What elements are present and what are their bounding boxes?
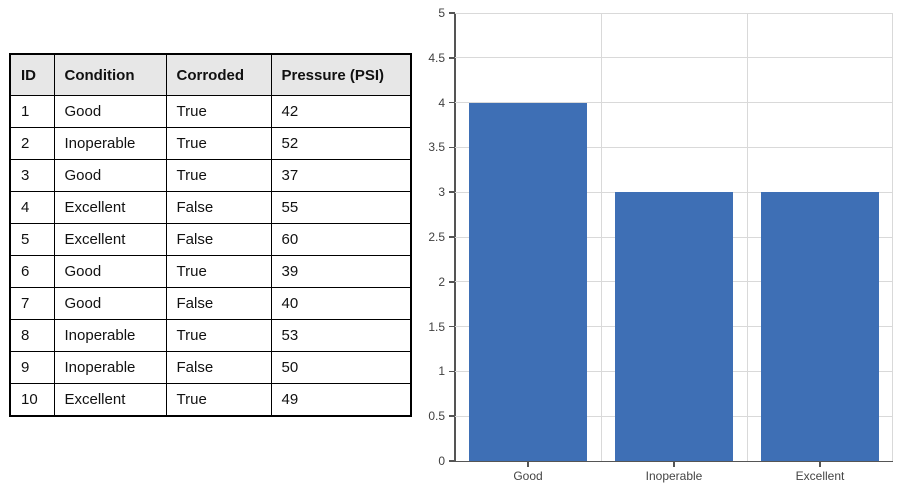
table-cell: 49	[270, 383, 412, 417]
x-gridline	[747, 13, 748, 461]
table-cell: Excellent	[53, 223, 167, 256]
y-axis-tick-label: 3.5	[428, 140, 445, 155]
y-gridline	[455, 57, 893, 59]
bar-excellent	[761, 192, 879, 461]
table-cell: 42	[270, 95, 412, 128]
table-cell: 3	[9, 159, 55, 192]
table-row: 2 Inoperable True 52	[9, 127, 412, 160]
x-gridline	[601, 13, 602, 461]
table-body: 1 Good True 42 2 Inoperable True 52 3 Good True 37 4…	[9, 95, 412, 417]
y-axis-tick-label: 1.5	[428, 319, 445, 334]
y-axis-tick	[449, 460, 455, 462]
column-header: ID	[9, 53, 55, 96]
table-cell: True	[165, 95, 272, 128]
table-cell: False	[165, 351, 272, 384]
table-cell: False	[165, 287, 272, 320]
table-cell: Inoperable	[53, 319, 167, 352]
table-cell: Good	[53, 287, 167, 320]
table-cell: True	[165, 159, 272, 192]
y-axis-tick	[449, 236, 455, 238]
table-cell: 53	[270, 319, 412, 352]
table-row: 8 Inoperable True 53	[9, 319, 412, 352]
table-cell: Good	[53, 255, 167, 288]
table-row: 10 Excellent True 49	[9, 383, 412, 417]
bar-good	[469, 102, 587, 461]
y-axis-tick	[449, 370, 455, 373]
y-axis-tick	[449, 191, 455, 193]
table-row: 5 Excellent False 60	[9, 223, 412, 256]
y-axis-tick	[449, 281, 455, 283]
y-axis-tick	[449, 325, 455, 328]
x-axis-category-label: Good	[513, 469, 543, 483]
x-axis-tick	[527, 461, 529, 467]
pipe-data-table: ID Condition Corroded Pressure (PSI) 1 Good T…	[9, 53, 412, 417]
table-cell: True	[165, 383, 272, 417]
table-row: 1 Good True 42	[9, 95, 412, 128]
table-cell: 1	[9, 95, 55, 128]
y-axis-tick-label: 4.5	[428, 50, 445, 65]
y-axis-tick-label: 0	[438, 454, 445, 468]
table-row: 4 Excellent False 55	[9, 191, 412, 224]
table-row: 7 Good False 40	[9, 287, 412, 320]
table-cell: False	[165, 191, 272, 224]
table-cell: Good	[53, 95, 167, 128]
table-row: 3 Good True 37	[9, 159, 412, 192]
table-cell: 50	[270, 351, 412, 384]
y-axis-tick-label: 0.5	[428, 409, 445, 424]
table-cell: 7	[9, 287, 55, 320]
table-cell: 55	[270, 191, 412, 224]
plot-area: 0 0.5 1 1.5 2 2.5 3 3.5 4 4.5 5 Good Inoperable Excel…	[428, 6, 893, 483]
y-axis-tick	[449, 12, 455, 14]
table-cell: 8	[9, 319, 55, 352]
y-gridline	[455, 102, 893, 104]
y-axis-tick-label: 1	[438, 364, 445, 379]
table-cell: Inoperable	[53, 351, 167, 384]
table-cell: 60	[270, 223, 412, 256]
y-axis-tick-label: 2	[438, 274, 445, 289]
table-row: 9 Inoperable False 50	[9, 351, 412, 384]
table-cell: 6	[9, 255, 55, 288]
y-axis-tick-label: 2.5	[428, 230, 445, 244]
table-cell: 10	[9, 383, 55, 417]
table-cell: 52	[270, 127, 412, 160]
y-axis-tick	[449, 146, 455, 149]
y-axis-tick	[449, 57, 455, 59]
table-cell: True	[165, 127, 272, 160]
table-cell: 40	[270, 287, 412, 320]
table-cell: 39	[270, 255, 412, 288]
x-axis-tick	[819, 461, 821, 467]
table-cell: 9	[9, 351, 55, 384]
table-cell: Excellent	[53, 383, 167, 417]
y-axis-tick-label: 3	[438, 185, 445, 200]
y-axis-tick-label: 4	[438, 95, 445, 110]
table-header-row: ID Condition Corroded Pressure (PSI)	[9, 53, 412, 96]
x-axis-category-label: Inoperable	[645, 469, 703, 483]
y-axis-tick-label: 5	[438, 6, 445, 20]
x-axis-category-label: Excellent	[795, 469, 845, 483]
table-cell: True	[165, 255, 272, 288]
table-cell: False	[165, 223, 272, 256]
table-cell: 37	[270, 159, 412, 192]
y-axis-tick	[449, 415, 455, 417]
table-cell: Inoperable	[53, 127, 167, 160]
bar-inoperable	[615, 192, 733, 461]
x-gridline	[892, 13, 893, 461]
y-gridline	[455, 146, 893, 148]
table-cell: 4	[9, 191, 55, 224]
x-axis-tick	[673, 461, 675, 467]
table-cell: True	[165, 319, 272, 352]
column-header: Condition	[53, 53, 167, 96]
table-cell: 2	[9, 127, 55, 160]
table-cell: 5	[9, 223, 55, 256]
y-axis-tick	[449, 101, 455, 104]
table-row: 6 Good True 39	[9, 255, 412, 288]
column-header: Corroded	[165, 53, 272, 96]
table-cell: Excellent	[53, 191, 167, 224]
table-cell: Good	[53, 159, 167, 192]
column-header: Pressure (PSI)	[270, 53, 412, 96]
y-gridline	[455, 12, 893, 14]
